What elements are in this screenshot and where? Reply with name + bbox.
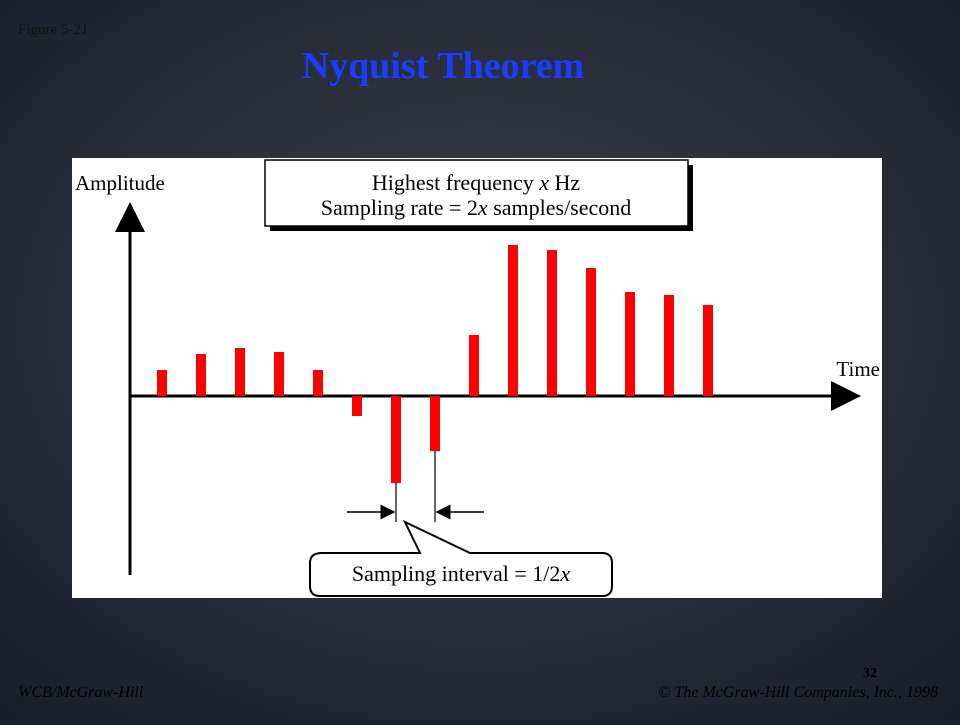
callout-text: Sampling interval = 1/2x [352,561,571,586]
figure-label: Figure 5-21 [18,22,88,38]
info-box [264,159,689,227]
page-number: 32 [863,666,877,681]
sample [664,295,674,396]
sample [352,396,362,416]
sample [508,245,518,396]
callout [309,519,613,597]
sample [274,352,284,396]
sample [547,250,557,396]
sample [703,305,713,396]
box-line2: Sampling rate = 2x samples/second [321,195,632,220]
sample [235,348,245,396]
footer-right: © The McGraw-Hill Companies, Inc., 1998 [658,684,938,701]
sample [586,268,596,396]
samples [157,245,713,483]
sample [157,370,167,396]
sample [196,354,206,396]
x-axis-label: Time [836,357,880,381]
box-line1: Highest frequency x Hz [372,170,581,195]
sample [391,396,401,483]
sample [625,292,635,396]
footer-left: WCB/McGraw-Hill [18,684,144,701]
sample [313,370,323,396]
y-axis-label: Amplitude [75,171,165,195]
sample [430,396,440,451]
sample [469,335,479,396]
title: Nyquist Theorem [302,45,585,87]
